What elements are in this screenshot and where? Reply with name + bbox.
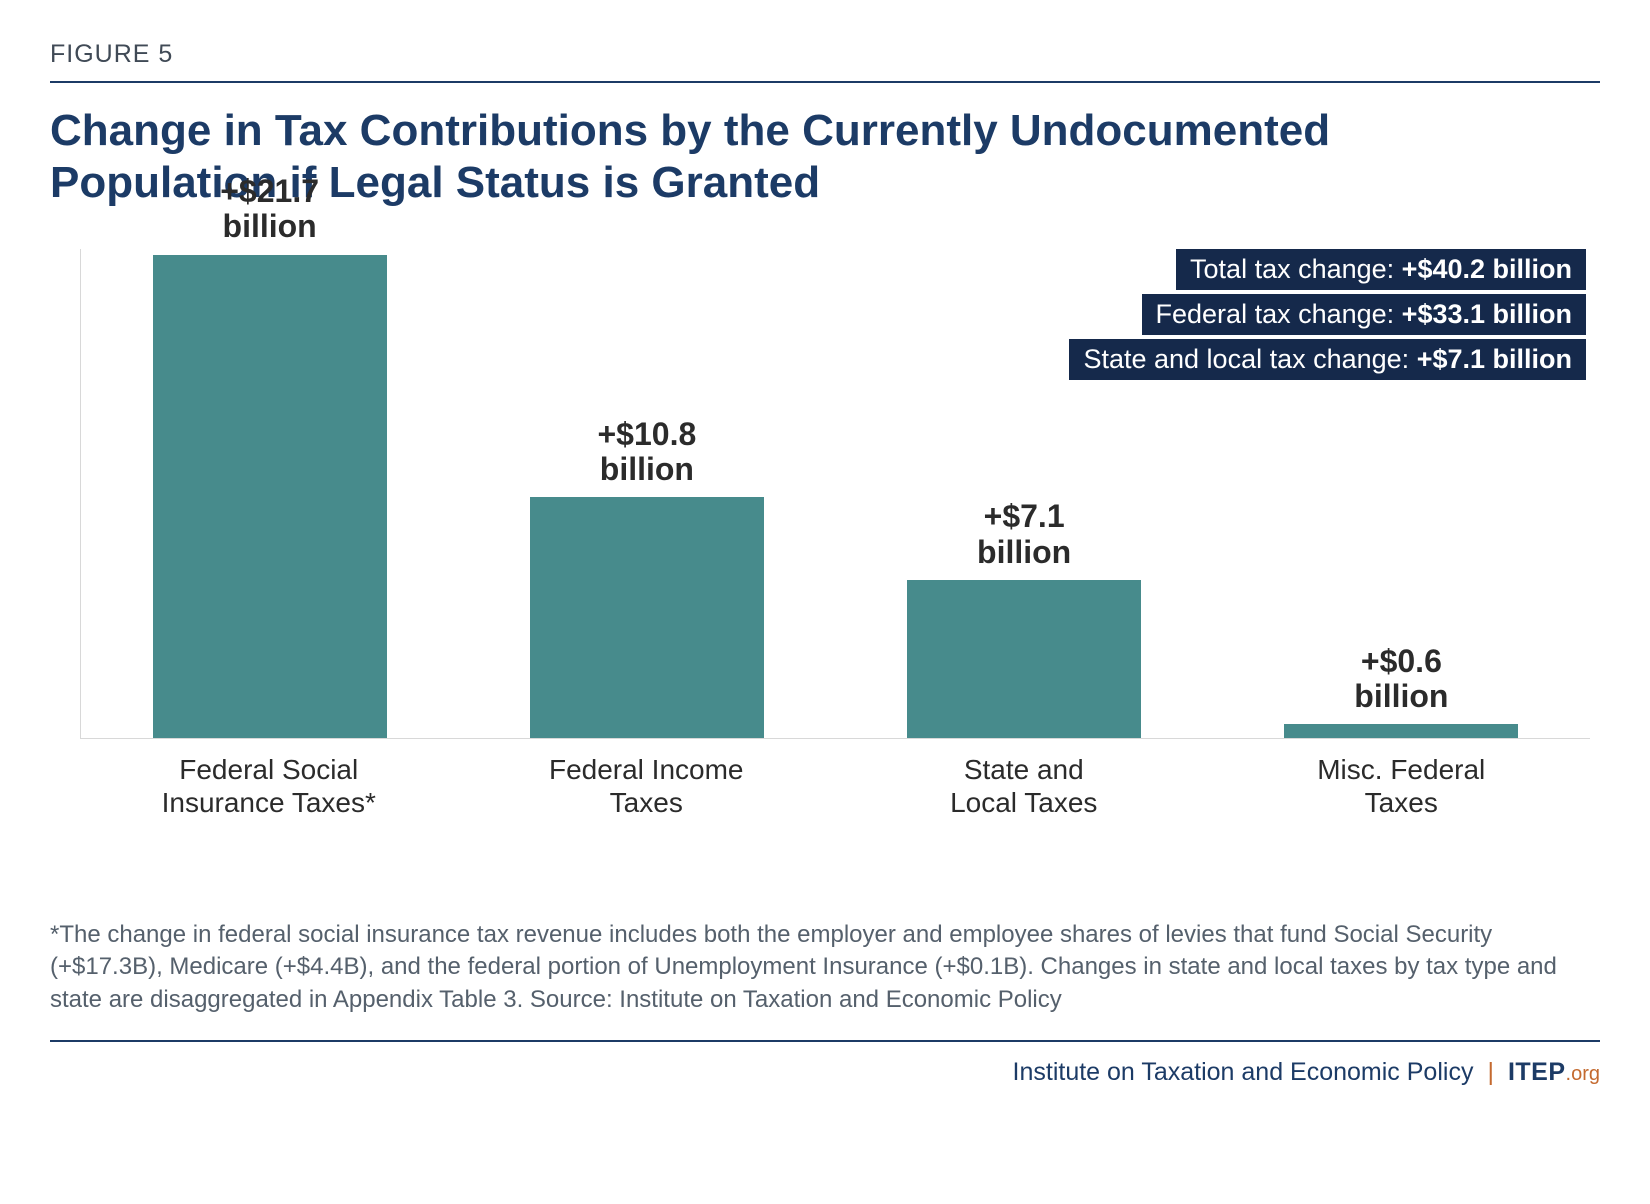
bar-value-label: +$7.1billion bbox=[836, 499, 1213, 569]
rule-top bbox=[50, 81, 1600, 83]
footer: Institute on Taxation and Economic Polic… bbox=[50, 1058, 1600, 1087]
bar-slot: +$7.1billion bbox=[836, 580, 1213, 738]
x-axis-label: Federal IncomeTaxes bbox=[458, 753, 836, 820]
bar bbox=[1284, 724, 1518, 737]
x-axis-label: State andLocal Taxes bbox=[835, 753, 1213, 820]
bar bbox=[153, 255, 387, 738]
bar-slot: +$10.8billion bbox=[458, 497, 835, 738]
bar-value-label: +$0.6billion bbox=[1213, 644, 1590, 714]
bar-slot: +$0.6billion bbox=[1213, 724, 1590, 737]
footer-logo-bold: ITEP bbox=[1508, 1058, 1566, 1086]
x-axis-label: Federal SocialInsurance Taxes* bbox=[80, 753, 458, 820]
bar-value-label: +$10.8billion bbox=[458, 417, 835, 487]
rule-bottom bbox=[50, 1040, 1600, 1042]
footnote: *The change in federal social insurance … bbox=[50, 919, 1570, 1016]
x-axis-labels: Federal SocialInsurance Taxes*Federal In… bbox=[80, 753, 1590, 820]
figure-label: FIGURE 5 bbox=[50, 40, 1600, 69]
bar-slot: +$21.7billion bbox=[81, 255, 458, 738]
footer-org-name: Institute on Taxation and Economic Polic… bbox=[1013, 1058, 1474, 1087]
footer-logo: ITEP.org bbox=[1508, 1058, 1600, 1087]
bar bbox=[907, 580, 1141, 738]
footer-logo-tld: .org bbox=[1566, 1063, 1600, 1085]
x-axis-label: Misc. FederalTaxes bbox=[1213, 753, 1591, 820]
bar bbox=[530, 497, 764, 738]
bar-plot: +$21.7billion+$10.8billion+$7.1billion+$… bbox=[80, 249, 1590, 739]
bar-value-label: +$21.7billion bbox=[81, 174, 458, 244]
footer-separator: | bbox=[1487, 1058, 1494, 1087]
chart-area: Total tax change: +$40.2 billionFederal … bbox=[80, 249, 1590, 869]
